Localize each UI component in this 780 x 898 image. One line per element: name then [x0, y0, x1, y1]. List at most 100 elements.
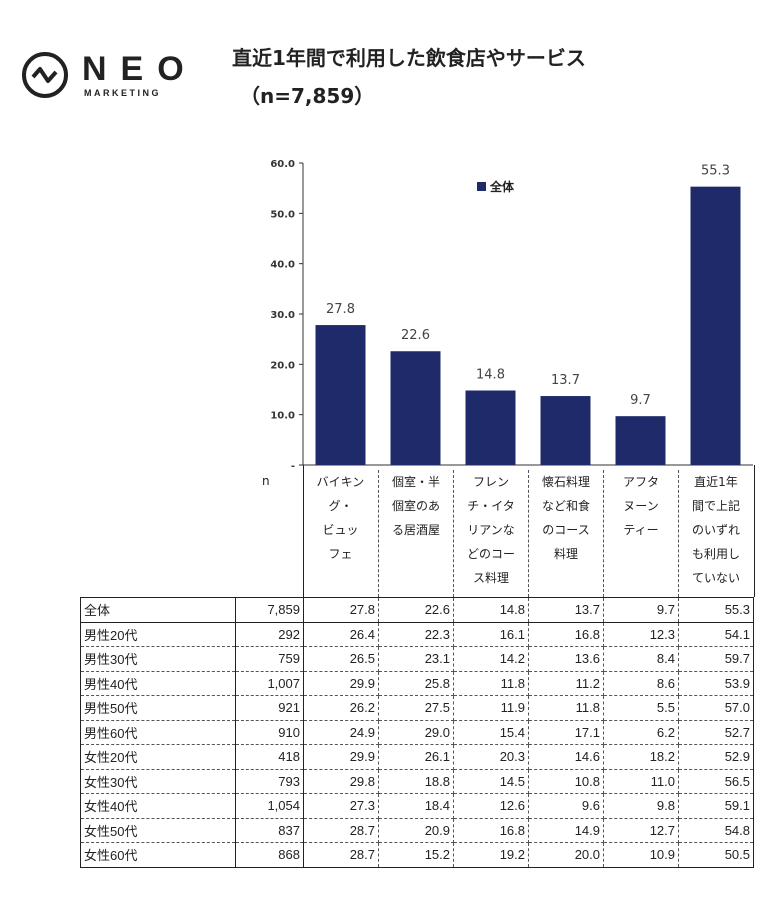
data-label: 9.7	[630, 393, 651, 408]
value-cell: 20.9	[378, 818, 454, 843]
value-cell: 19.2	[453, 842, 529, 868]
category-header: 直近1年 間で上記 のいずれ も利用し ていない	[678, 470, 753, 597]
table-row: 女性60代 868 28.7 15.2 19.2 20.0 10.9 50.5	[80, 842, 754, 868]
value-cell: 14.8	[453, 597, 529, 623]
value-cell: 26.2	[303, 695, 379, 721]
header-frame	[303, 465, 755, 597]
row-label: 男性60代	[80, 720, 236, 745]
table-row: 女性30代 793 29.8 18.8 14.5 10.8 11.0 56.5	[80, 769, 754, 794]
category-header: 懐石料理 など和食 のコース 料理	[528, 470, 603, 597]
data-label: 22.6	[401, 328, 430, 343]
value-cell: 26.4	[303, 622, 379, 647]
n-cell: 418	[235, 744, 304, 770]
chart-title: 直近1年間で利用した飲食店やサービス	[232, 46, 586, 70]
row-label: 男性20代	[80, 622, 236, 647]
value-cell: 22.6	[378, 597, 454, 623]
row-label: 男性30代	[80, 646, 236, 672]
neo-logo-icon	[22, 52, 68, 98]
value-cell: 5.5	[603, 695, 679, 721]
row-label: 男性50代	[80, 695, 236, 721]
value-cell: 12.7	[603, 818, 679, 843]
row-label: 女性40代	[80, 793, 236, 819]
value-cell: 17.1	[528, 720, 604, 745]
data-table: 全体 7,859 27.8 22.6 14.8 13.7 9.7 55.3 男性20代 292 26…	[80, 597, 754, 868]
y-tick-label: 20.0	[270, 360, 295, 371]
bar	[615, 416, 666, 465]
n-cell: 759	[235, 646, 304, 672]
value-cell: 25.8	[378, 671, 454, 696]
value-cell: 9.8	[603, 793, 679, 819]
value-cell: 29.8	[303, 769, 379, 794]
category-header: アフタ ヌーン ティー	[603, 470, 678, 597]
data-label: 27.8	[326, 302, 355, 317]
value-cell: 50.5	[678, 842, 754, 868]
value-cell: 12.3	[603, 622, 679, 647]
row-label: 男性40代	[80, 671, 236, 696]
value-cell: 16.8	[453, 818, 529, 843]
value-cell: 12.6	[453, 793, 529, 819]
value-cell: 16.8	[528, 622, 604, 647]
category-header: 個室・半 個室のあ る居酒屋	[378, 470, 453, 597]
table-row: 男性20代 292 26.4 22.3 16.1 16.8 12.3 54.1	[80, 622, 754, 647]
bar	[390, 351, 441, 465]
table-row: 女性20代 418 29.9 26.1 20.3 14.6 18.2 52.9	[80, 744, 754, 770]
value-cell: 14.9	[528, 818, 604, 843]
value-cell: 14.2	[453, 646, 529, 672]
n-cell: 1,007	[235, 671, 304, 696]
value-cell: 10.9	[603, 842, 679, 868]
table-row: 全体 7,859 27.8 22.6 14.8 13.7 9.7 55.3	[80, 597, 754, 623]
value-cell: 11.0	[603, 769, 679, 794]
value-cell: 59.1	[678, 793, 754, 819]
value-cell: 14.5	[453, 769, 529, 794]
value-cell: 55.3	[678, 597, 754, 623]
value-cell: 26.5	[303, 646, 379, 672]
value-cell: 56.5	[678, 769, 754, 794]
value-cell: 11.2	[528, 671, 604, 696]
value-cell: 20.0	[528, 842, 604, 868]
row-label: 女性60代	[80, 842, 236, 868]
row-label: 女性20代	[80, 744, 236, 770]
category-header: フレン チ・イタ リアンな どのコー ス料理	[453, 470, 528, 597]
value-cell: 22.3	[378, 622, 454, 647]
value-cell: 20.3	[453, 744, 529, 770]
data-label: 55.3	[701, 164, 730, 179]
value-cell: 29.9	[303, 671, 379, 696]
n-cell: 868	[235, 842, 304, 868]
value-cell: 27.3	[303, 793, 379, 819]
value-cell: 24.9	[303, 720, 379, 745]
y-tick-label: -	[291, 461, 295, 472]
bar	[315, 325, 366, 465]
value-cell: 18.8	[378, 769, 454, 794]
bar	[465, 390, 516, 465]
value-cell: 15.2	[378, 842, 454, 868]
n-cell: 793	[235, 769, 304, 794]
value-cell: 28.7	[303, 818, 379, 843]
value-cell: 15.4	[453, 720, 529, 745]
category-header: バイキン グ・ ビュッ フェ	[316, 475, 365, 561]
value-cell: 6.2	[603, 720, 679, 745]
value-cell: 13.7	[528, 597, 604, 623]
table-row: 男性60代 910 24.9 29.0 15.4 17.1 6.2 52.7	[80, 720, 754, 745]
legend-swatch	[477, 182, 486, 191]
value-cell: 9.6	[528, 793, 604, 819]
y-tick-label: 30.0	[270, 310, 295, 321]
value-cell: 29.0	[378, 720, 454, 745]
value-cell: 8.4	[603, 646, 679, 672]
value-cell: 27.8	[303, 597, 379, 623]
value-cell: 59.7	[678, 646, 754, 672]
value-cell: 13.6	[528, 646, 604, 672]
value-cell: 16.1	[453, 622, 529, 647]
y-tick-label: 60.0	[270, 159, 295, 170]
value-cell: 9.7	[603, 597, 679, 623]
value-cell: 52.7	[678, 720, 754, 745]
bar	[540, 396, 591, 465]
n-cell: 910	[235, 720, 304, 745]
y-tick-label: 40.0	[270, 260, 295, 271]
n-cell: 837	[235, 818, 304, 843]
value-cell: 8.6	[603, 671, 679, 696]
bar-chart: - 10.0 20.0 30.0 40.0 50.0 60.0 27.8 22.6 14.8 13.…	[270, 159, 753, 472]
chart-subtitle: （n=7,859）	[240, 84, 375, 108]
value-cell: 28.7	[303, 842, 379, 868]
value-cell: 29.9	[303, 744, 379, 770]
